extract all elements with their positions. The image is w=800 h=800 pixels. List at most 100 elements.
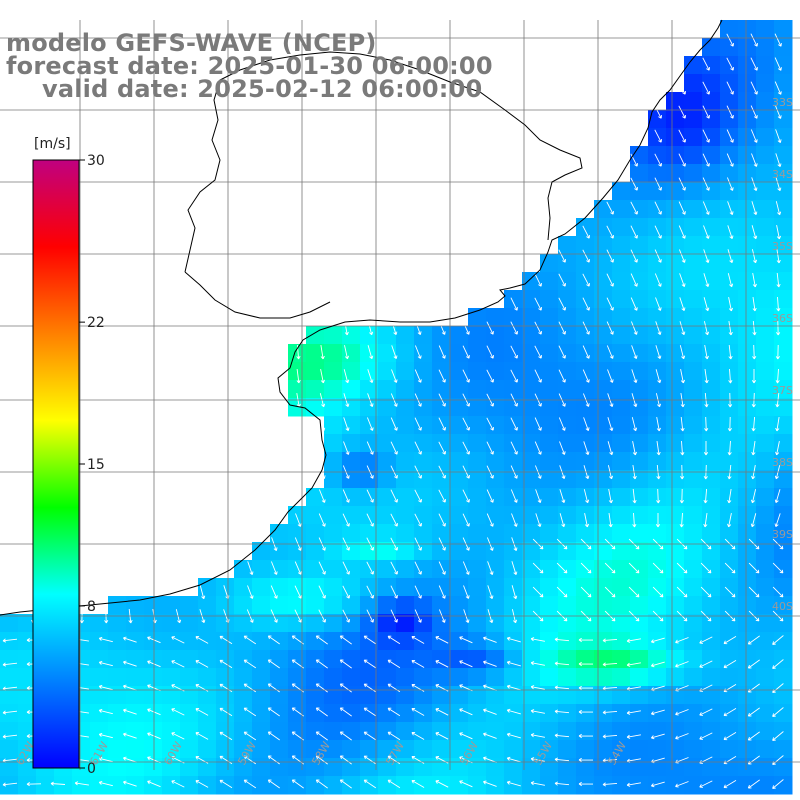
wind-cell: [630, 362, 649, 381]
wind-arrow: [391, 369, 398, 383]
wind-cell: [558, 722, 577, 741]
wind-arrow: [318, 561, 326, 575]
wind-arrow: [751, 441, 756, 456]
wind-arrow: [678, 249, 686, 263]
wind-arrow: [438, 561, 446, 575]
wind-cell: [576, 722, 595, 741]
wind-cell: [594, 596, 613, 615]
wind-arrow: [655, 321, 662, 335]
wind-cell: [468, 524, 487, 543]
wind-cell: [576, 236, 595, 255]
wind-cell: [468, 470, 487, 489]
wind-cell: [108, 740, 127, 759]
wind-cell: [612, 470, 631, 489]
wind-arrow: [774, 81, 782, 95]
wind-cell: [684, 290, 703, 309]
wind-arrow: [506, 780, 521, 787]
wind-cell: [648, 326, 667, 345]
wind-cell: [288, 614, 307, 633]
wind-cell: [18, 614, 37, 633]
wind-cell: [396, 488, 415, 507]
wind-arrow: [650, 637, 665, 644]
wind-arrow: [752, 297, 757, 312]
wind-arrow: [171, 660, 185, 668]
wind-cell: [684, 416, 703, 435]
wind-cell: [504, 380, 523, 399]
wind-cell: [738, 344, 757, 363]
wind-cell: [738, 740, 757, 759]
wind-cell: [288, 758, 307, 777]
wind-cell: [486, 380, 505, 399]
wind-cell: [648, 416, 667, 435]
wind-cell: [234, 614, 253, 633]
wind-cell: [720, 596, 739, 615]
wind-cell: [504, 290, 523, 309]
wind-cell: [126, 776, 145, 795]
wind-cell: [576, 470, 595, 489]
wind-cell: [504, 398, 523, 417]
wind-cell: [720, 560, 739, 579]
wind-cell: [702, 452, 721, 471]
wind-cell: [252, 776, 271, 795]
wind-cell: [612, 254, 631, 273]
wind-cell: [594, 254, 613, 273]
wind-arrow: [654, 129, 662, 143]
wind-cell: [180, 632, 199, 651]
wind-cell: [540, 542, 559, 561]
wind-cell: [594, 236, 613, 255]
wind-cell: [738, 560, 757, 579]
wind-cell: [738, 704, 757, 723]
wind-cell: [504, 308, 523, 327]
wind-cell: [684, 470, 703, 489]
wind-cell: [576, 668, 595, 687]
wind-arrow: [390, 513, 398, 527]
wind-arrow: [315, 779, 328, 789]
wind-arrow: [747, 731, 760, 741]
wind-cell: [720, 254, 739, 273]
wind-cell: [108, 596, 127, 615]
wind-cell: [702, 560, 721, 579]
coastline: [0, 19, 723, 616]
wind-cell: [738, 470, 757, 489]
wind-cell: [576, 308, 595, 327]
wind-cell: [324, 416, 343, 435]
wind-arrow: [652, 586, 664, 598]
wind-cell: [738, 182, 757, 201]
wind-cell: [324, 344, 343, 363]
wind-arrow: [487, 561, 494, 575]
wind-cell: [684, 146, 703, 165]
wind-arrow: [414, 513, 422, 527]
wind-cell: [360, 434, 379, 453]
wind-cell: [612, 236, 631, 255]
wind-arrow: [486, 441, 494, 455]
wind-arrow: [650, 733, 665, 740]
wind-cell: [666, 380, 685, 399]
wind-arrow: [679, 488, 684, 504]
wind-arrow: [219, 707, 233, 717]
wind-cell: [702, 470, 721, 489]
wind-cell: [432, 470, 451, 489]
wind-cell: [720, 650, 739, 669]
wind-cell: [648, 596, 667, 615]
wind-cell: [324, 632, 343, 651]
wind-cell: [738, 542, 757, 561]
colorbar-ticks: 30 22 15 8 0: [79, 153, 105, 777]
wind-cell: [198, 668, 217, 687]
wind-cell: [774, 650, 793, 669]
wind-cell: [774, 452, 793, 471]
wind-cell: [756, 398, 775, 417]
wind-cell: [324, 650, 343, 669]
wind-cell: [324, 470, 343, 489]
wind-arrow: [630, 177, 638, 191]
wind-cell: [288, 776, 307, 795]
wind-arrow: [98, 732, 113, 739]
wind-cell: [324, 668, 343, 687]
wind-cell: [432, 488, 451, 507]
wind-cell: [720, 236, 739, 255]
model-title: modelo GEFS-WAVE (NCEP): [6, 29, 377, 57]
wind-arrow: [703, 321, 710, 336]
wind-arrow: [726, 177, 734, 191]
wind-cell: [144, 776, 163, 795]
wind-arrow: [315, 731, 328, 741]
